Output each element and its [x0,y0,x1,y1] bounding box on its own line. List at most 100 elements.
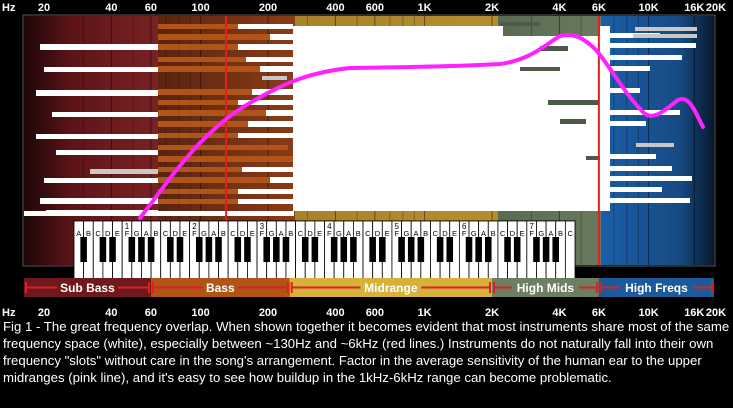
range-bar [610,43,696,48]
frequency-axis-bottom: Hz 20 40 60 100 200 400 600 1K 2K 4K 6K 10K 16K 20K [2,307,726,319]
note-letter: D [240,229,246,238]
tick-label-bottom: 200 [259,307,277,319]
region-band [24,278,151,297]
region-band [598,278,714,297]
octave-number: 4 [327,222,332,231]
note-letter: A [144,229,149,238]
tick-label-top: 2K [485,2,499,14]
black-key [244,237,251,262]
region-label-strip: Sub Bass Bass Midrange High Mids High Freqs [24,278,714,297]
octave-number: 2 [192,222,197,231]
chart-panel: ABCDEFGABCDEFGABCDEFGABCDEFGABCDEFGABCDE… [22,14,716,297]
overlap-bar [270,34,293,40]
overlap-bar [238,44,293,50]
high-mid-notches [500,22,600,160]
high-harmonic-bars [633,27,697,147]
range-bar [40,44,158,50]
range-bar [610,166,672,171]
notch-bar [500,22,540,26]
region-label: Bass [206,281,235,295]
overlap-block [293,26,503,211]
note-letter: E [385,229,390,238]
region-label: High Freqs [625,281,688,295]
black-key [533,237,540,262]
octave-number: 3 [260,222,265,231]
tick-label-bottom: 400 [326,307,344,319]
region-label: Sub Bass [60,281,115,295]
note-letter: C [95,229,101,238]
octave-number: 1 [125,222,130,231]
range-bar [36,90,158,96]
note-letter: C [500,229,506,238]
figure-caption: Fig 1 - The great frequency overlap. Whe… [3,319,730,385]
note-letter: G [403,229,409,238]
harmonic-bar [636,143,674,147]
range-bar [158,100,238,105]
range-bar [158,121,248,127]
tick-label-top: 6K [592,2,606,14]
note-letter: C [163,229,169,238]
tick-label-top: 100 [191,2,209,14]
note-letter: C [567,229,573,238]
note-letter: D [510,229,516,238]
tick-label-top: 200 [259,2,277,14]
range-bar [610,55,682,60]
region-band [150,278,290,297]
range-bar [44,67,158,72]
instrument-ranges [24,22,697,216]
harmonic-bar [262,76,287,80]
black-key [504,237,511,262]
notch-bar [520,67,560,71]
tick-label-bottom: 16K [684,307,704,319]
notch-bar [586,156,600,160]
black-key [369,237,376,262]
note-letter: D [105,229,111,238]
note-letter: G [336,229,342,238]
black-key [234,237,242,262]
note-letter: G [269,229,275,238]
black-key [485,237,492,262]
region-high-freqs [601,16,714,265]
tick-label-top: 20K [706,2,726,14]
black-key [282,237,290,262]
harmonic-bar [633,34,697,38]
black-key [330,237,338,262]
black-key [552,237,560,262]
region-band [289,278,492,297]
range-bar [56,150,158,155]
note-letter: F [192,229,197,238]
tick-label-bottom: 600 [366,307,384,319]
overlap-bar [242,167,293,172]
black-key [340,237,348,262]
hz-unit-label-top: Hz [2,2,16,14]
note-letter: F [260,229,265,238]
notch-bar [540,46,568,51]
overlap-bar [270,177,293,183]
overlap-bar [238,189,293,194]
tick-label-top: 1K [418,2,432,14]
tick-label-top: 10K [638,2,658,14]
overlap-bar [24,211,294,216]
tick-label-bottom: 1K [418,307,432,319]
note-letter: A [76,229,81,238]
note-letter: C [230,229,236,238]
range-bar [158,57,246,62]
black-key [138,237,145,262]
note-letter: D [172,229,178,238]
range-bar [158,177,270,183]
ear-sensitivity-curve [138,32,705,220]
note-letter: G [201,229,207,238]
note-letter: B [86,229,91,238]
range-bar [158,34,270,40]
tick-label-bottom: 2K [485,307,499,319]
range-bar [610,66,650,71]
octave-number: 5 [395,222,400,231]
range-bar [610,121,646,126]
tick-label-top: 4K [552,2,566,14]
note-letter: E [317,229,322,238]
note-letter: A [481,229,486,238]
note-letter: C [365,229,371,238]
black-key [301,237,309,262]
note-letter: E [182,229,187,238]
